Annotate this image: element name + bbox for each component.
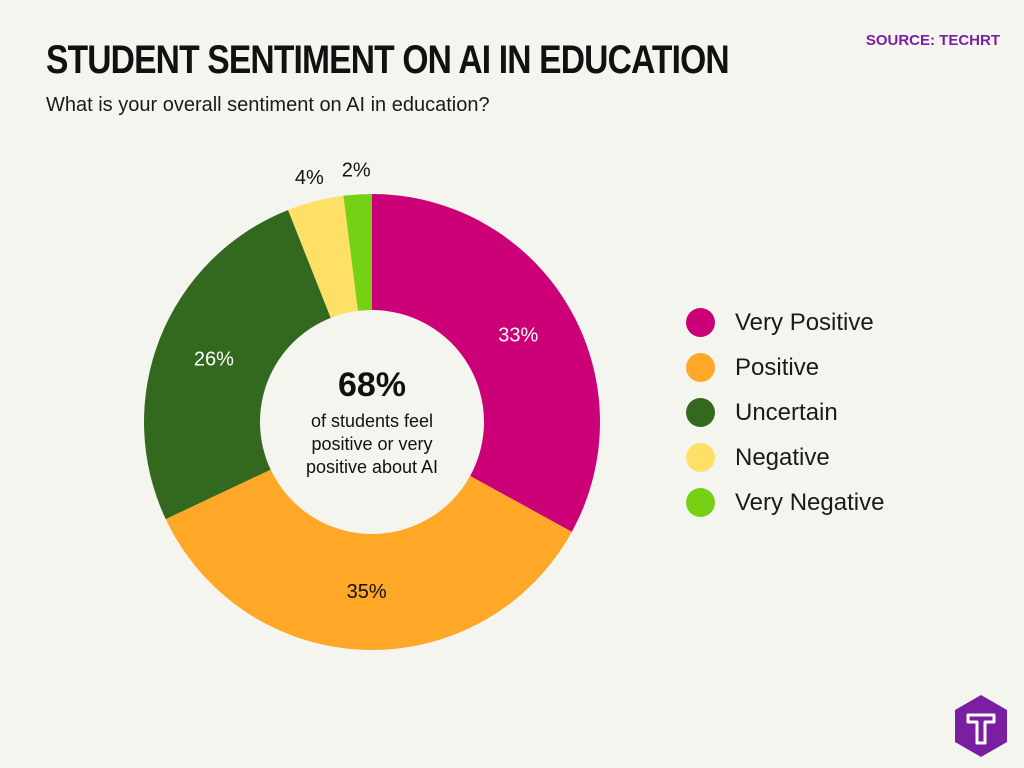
legend-item-negative: Negative [686, 435, 884, 480]
legend-item-positive: Positive [686, 345, 884, 390]
chart-legend: Very Positive Positive Uncertain Negative Ve… [686, 300, 884, 525]
center-value: 68% [338, 366, 406, 404]
legend-swatch [686, 353, 715, 382]
techrt-logo-icon [955, 695, 1007, 757]
slice-label-uncertain: 26% [194, 348, 234, 370]
slice-label-very-positive: 33% [498, 324, 538, 346]
slice-label-very-negative: 2% [342, 159, 371, 181]
center-text-line-1: of students feel [311, 411, 433, 431]
donut-slices [143, 194, 600, 650]
center-text-line-3: positive about AI [306, 457, 438, 477]
chart-title: STUDENT SENTIMENT ON AI IN EDUCATION [46, 38, 730, 82]
legend-item-uncertain: Uncertain [686, 390, 884, 435]
slice-uncertain [143, 210, 331, 520]
legend-swatch [686, 398, 715, 427]
slice-labels: 33% 35% 26% 4% 2% [194, 159, 539, 602]
slice-label-positive: 35% [347, 581, 387, 603]
center-text-line-2: positive or very [311, 434, 432, 454]
legend-swatch [686, 308, 715, 337]
slice-very-negative [343, 194, 372, 311]
legend-label: Negative [735, 443, 830, 471]
source-label: SOURCE: TECHRT [865, 32, 1000, 49]
slice-negative [288, 195, 358, 318]
legend-item-very-positive: Very Positive [686, 300, 884, 345]
legend-swatch [686, 443, 715, 472]
center-annotation: 68% of students feel positive or very po… [306, 366, 438, 477]
legend-label: Positive [735, 353, 820, 381]
legend-label: Uncertain [735, 398, 838, 426]
chart-subtitle: What is your overall sentiment on AI in … [46, 94, 490, 116]
legend-swatch [686, 488, 715, 517]
legend-label: Very Positive [735, 308, 874, 336]
slice-positive [165, 469, 572, 650]
slice-very-positive [372, 194, 600, 532]
slice-label-negative: 4% [295, 167, 324, 189]
legend-label: Very Negative [735, 488, 885, 516]
legend-item-very-negative: Very Negative [686, 480, 884, 525]
